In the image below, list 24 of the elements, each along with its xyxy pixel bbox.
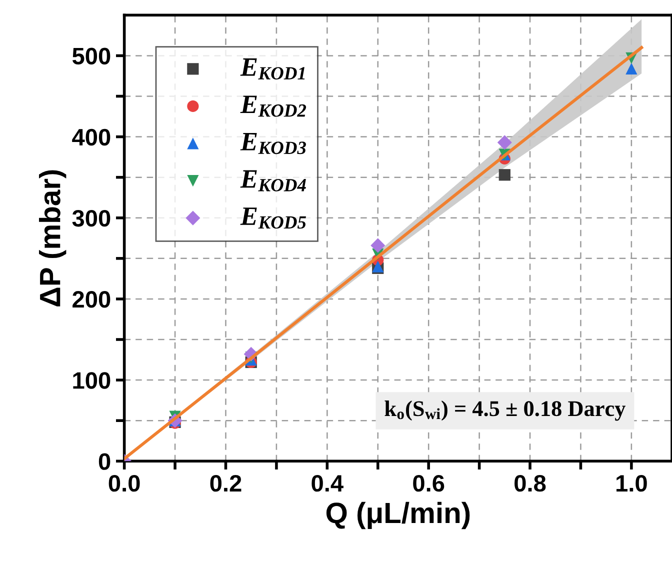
legend-label: E$_{KOD2}$ bbox=[240, 96, 306, 117]
annotation: k$_{o}$(S$_{wi}$) = 4.5 ± 0.18 Darcy bbox=[384, 400, 626, 421]
point bbox=[370, 238, 386, 253]
x-tick-label: 1.0 bbox=[616, 474, 647, 492]
legend-label: E$_{KOD3}$ bbox=[240, 133, 306, 154]
x-tick-label: 0.6 bbox=[413, 474, 444, 492]
point bbox=[498, 169, 510, 181]
y-tick-label: 200 bbox=[72, 291, 110, 308]
y-tick-label: 400 bbox=[72, 128, 110, 146]
y-tick-label: 100 bbox=[73, 372, 110, 389]
x-tick-label: 0.0 bbox=[108, 474, 140, 492]
legend-label: E$_{KOD5}$ bbox=[240, 208, 306, 229]
y-axis-title: ΔP (mbar) bbox=[38, 170, 66, 306]
y-tick-label: 300 bbox=[72, 210, 110, 227]
y-tick-label: 0 bbox=[98, 453, 110, 470]
x-tick-label: 0.4 bbox=[312, 474, 344, 492]
x-axis-title: Q (μL/min) bbox=[326, 502, 470, 530]
x-tick-label: 0.8 bbox=[514, 474, 546, 492]
y-tick-label: 500 bbox=[72, 48, 110, 64]
legend-label: E$_{KOD4}$ bbox=[240, 170, 306, 192]
x-tick-label: 0.2 bbox=[210, 474, 242, 492]
legend-label: E$_{KOD1}$ bbox=[240, 58, 305, 80]
point bbox=[626, 62, 638, 74]
point bbox=[497, 135, 512, 150]
